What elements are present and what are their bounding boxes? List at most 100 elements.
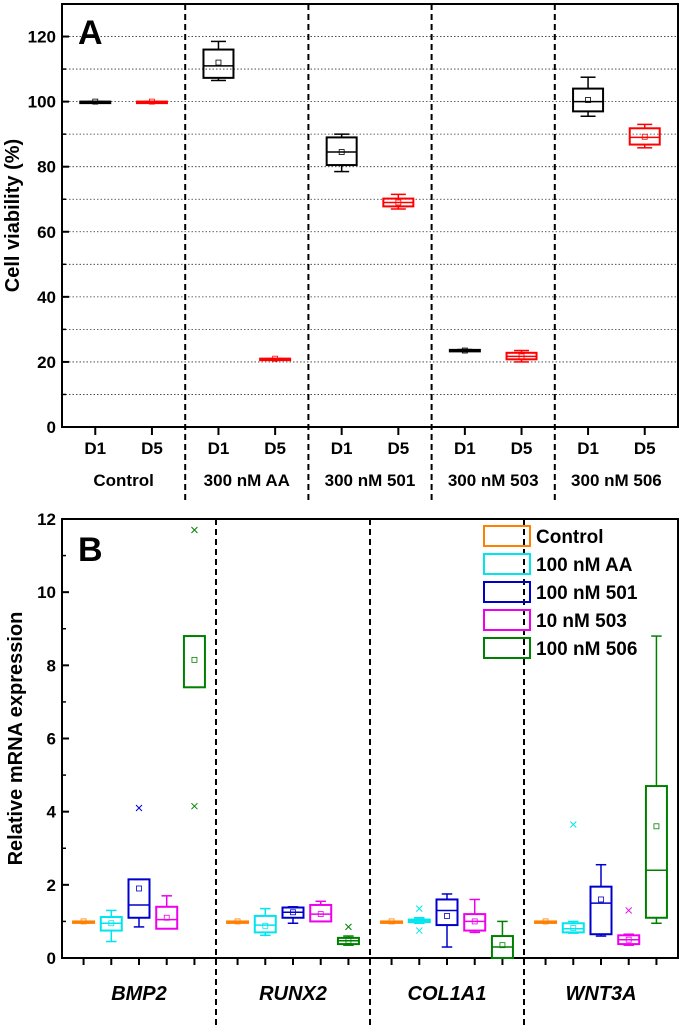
- x-tick-label-a: D5: [264, 439, 286, 458]
- legend-swatch-2: [483, 581, 531, 603]
- group-label-a: 300 nM 506: [571, 471, 662, 490]
- box-b-4-outlier-1: [191, 802, 198, 810]
- x-tick-label-a: D5: [141, 439, 163, 458]
- box-a-6-mean: [461, 347, 468, 354]
- box-b-5-mean: [234, 918, 241, 925]
- box-b-2-mean: [136, 885, 142, 892]
- panel-label-a: A: [78, 14, 103, 52]
- box-a-8-box: [572, 87, 605, 113]
- y-tick-label-b: 6: [47, 730, 56, 749]
- legend-label-3: 10 nM 503: [536, 611, 627, 632]
- box-a-4-mean: [338, 149, 345, 155]
- box-b-11-outlier-0: [415, 905, 423, 912]
- category-label-b: COL1A1: [408, 983, 487, 1005]
- box-a-3-mean: [272, 355, 279, 362]
- box-b-16-outlier-0: [569, 821, 577, 828]
- legend-label-4: 100 nM 506: [536, 639, 637, 660]
- box-a-8-mean: [585, 97, 591, 103]
- box-b-11-outlier-1: [415, 927, 423, 934]
- legend-swatch-4: [483, 637, 531, 659]
- box-b-17-box: [589, 885, 613, 936]
- box-b-2-outlier-0: [135, 804, 143, 812]
- legend-label-0: Control: [536, 527, 604, 548]
- box-b-3-box: [155, 905, 179, 930]
- x-tick-label-a: D1: [454, 439, 476, 458]
- y-tick-label-a: 0: [47, 418, 56, 437]
- y-tick-label-a: 100: [28, 93, 56, 112]
- legend-swatch-0: [483, 525, 531, 547]
- box-b-14-mean: [499, 942, 506, 949]
- box-b-0-mean: [80, 918, 87, 925]
- y-tick-label-b: 0: [47, 949, 56, 968]
- x-tick-label-a: D5: [387, 439, 409, 458]
- category-label-b: WNT3A: [565, 983, 636, 1005]
- legend-b: Control 100 nM AA 100 nM 501 10 nM 503 100 n…: [483, 525, 638, 660]
- box-b-1-mean: [108, 920, 115, 927]
- box-b-4-mean: [191, 656, 198, 663]
- box-b-9-mean: [345, 937, 352, 944]
- legend-swatch-3: [483, 609, 531, 631]
- box-b-7-mean: [290, 909, 296, 916]
- y-tick-label-a: 80: [37, 158, 56, 177]
- x-tick-label-a: D1: [577, 439, 599, 458]
- y-tick-label-b: 10: [37, 583, 56, 602]
- box-a-1-mean: [149, 98, 155, 105]
- box-a-7-mean: [518, 353, 525, 360]
- group-label-a: 300 nM AA: [204, 471, 290, 490]
- x-tick-label-a: D5: [511, 439, 533, 458]
- y-tick-label-b: 12: [37, 510, 56, 529]
- box-b-16-box: [561, 922, 585, 934]
- x-tick-label-a: D1: [208, 439, 230, 458]
- y-axis-label-b: Relative mRNA expression: [5, 612, 27, 866]
- panel-b-chart: 0 2 4 6 8 10 12 Relative mRNA expression B BMP2 RU…: [5, 510, 679, 1028]
- box-b-12-box: [435, 898, 459, 927]
- box-a-2-mean: [215, 59, 222, 66]
- box-b-4-box: [182, 635, 206, 689]
- y-tick-label-a: 60: [37, 223, 56, 242]
- box-b-12-mean: [444, 913, 450, 919]
- box-b-15-mean: [542, 918, 549, 925]
- box-b-6-mean: [262, 922, 269, 929]
- legend-label-2: 100 nM 501: [536, 583, 638, 604]
- box-b-4-outlier-0: [191, 526, 198, 534]
- group-label-a: 300 nM 501: [325, 471, 416, 490]
- box-b-19-mean: [653, 823, 660, 830]
- x-tick-label-a: D5: [634, 439, 656, 458]
- y-tick-label-b: 2: [47, 876, 56, 895]
- box-a-4-box: [325, 136, 358, 167]
- y-axis-label-a: Cell viability (%): [2, 139, 24, 292]
- box-b-16-mean: [570, 925, 577, 931]
- legend-swatch-1: [483, 553, 531, 575]
- box-a-9-box: [628, 127, 661, 146]
- box-a-5-mean: [395, 199, 402, 206]
- box-b-9-outlier-0: [345, 923, 352, 931]
- box-b-3-mean: [163, 914, 170, 921]
- box-a-9-mean: [641, 133, 648, 140]
- box-b-8-box: [309, 903, 333, 923]
- y-tick-label-a: 120: [28, 28, 56, 47]
- box-b-11-mean: [416, 917, 423, 924]
- box-b-2-box: [127, 878, 151, 919]
- box-a-2-box: [202, 48, 235, 79]
- category-label-b: RUNX2: [259, 983, 327, 1005]
- box-b-10-mean: [388, 918, 395, 925]
- group-label-a: 300 nM 503: [448, 471, 539, 490]
- box-b-18-outlier-0: [625, 907, 633, 914]
- y-tick-label-a: 20: [37, 353, 56, 372]
- box-b-6-box: [253, 914, 277, 934]
- legend-label-1: 100 nM AA: [536, 555, 633, 576]
- panel-label-b: B: [78, 531, 103, 569]
- box-b-8-mean: [317, 911, 324, 917]
- panel-a-chart: 0 20 40 60 80 100 120 Cell viability (%) A Contro…: [2, 3, 679, 500]
- box-b-13-mean: [471, 918, 478, 925]
- box-b-19-box: [644, 785, 668, 919]
- box-b-18-mean: [625, 936, 632, 943]
- plot-frame-a: [61, 3, 679, 428]
- x-tick-label-a: D1: [331, 439, 353, 458]
- group-label-a: Control: [93, 471, 153, 490]
- category-label-b: BMP2: [111, 983, 167, 1005]
- box-a-0-mean: [92, 98, 99, 105]
- box-b-13-box: [463, 913, 487, 932]
- box-b-17-mean: [598, 896, 604, 903]
